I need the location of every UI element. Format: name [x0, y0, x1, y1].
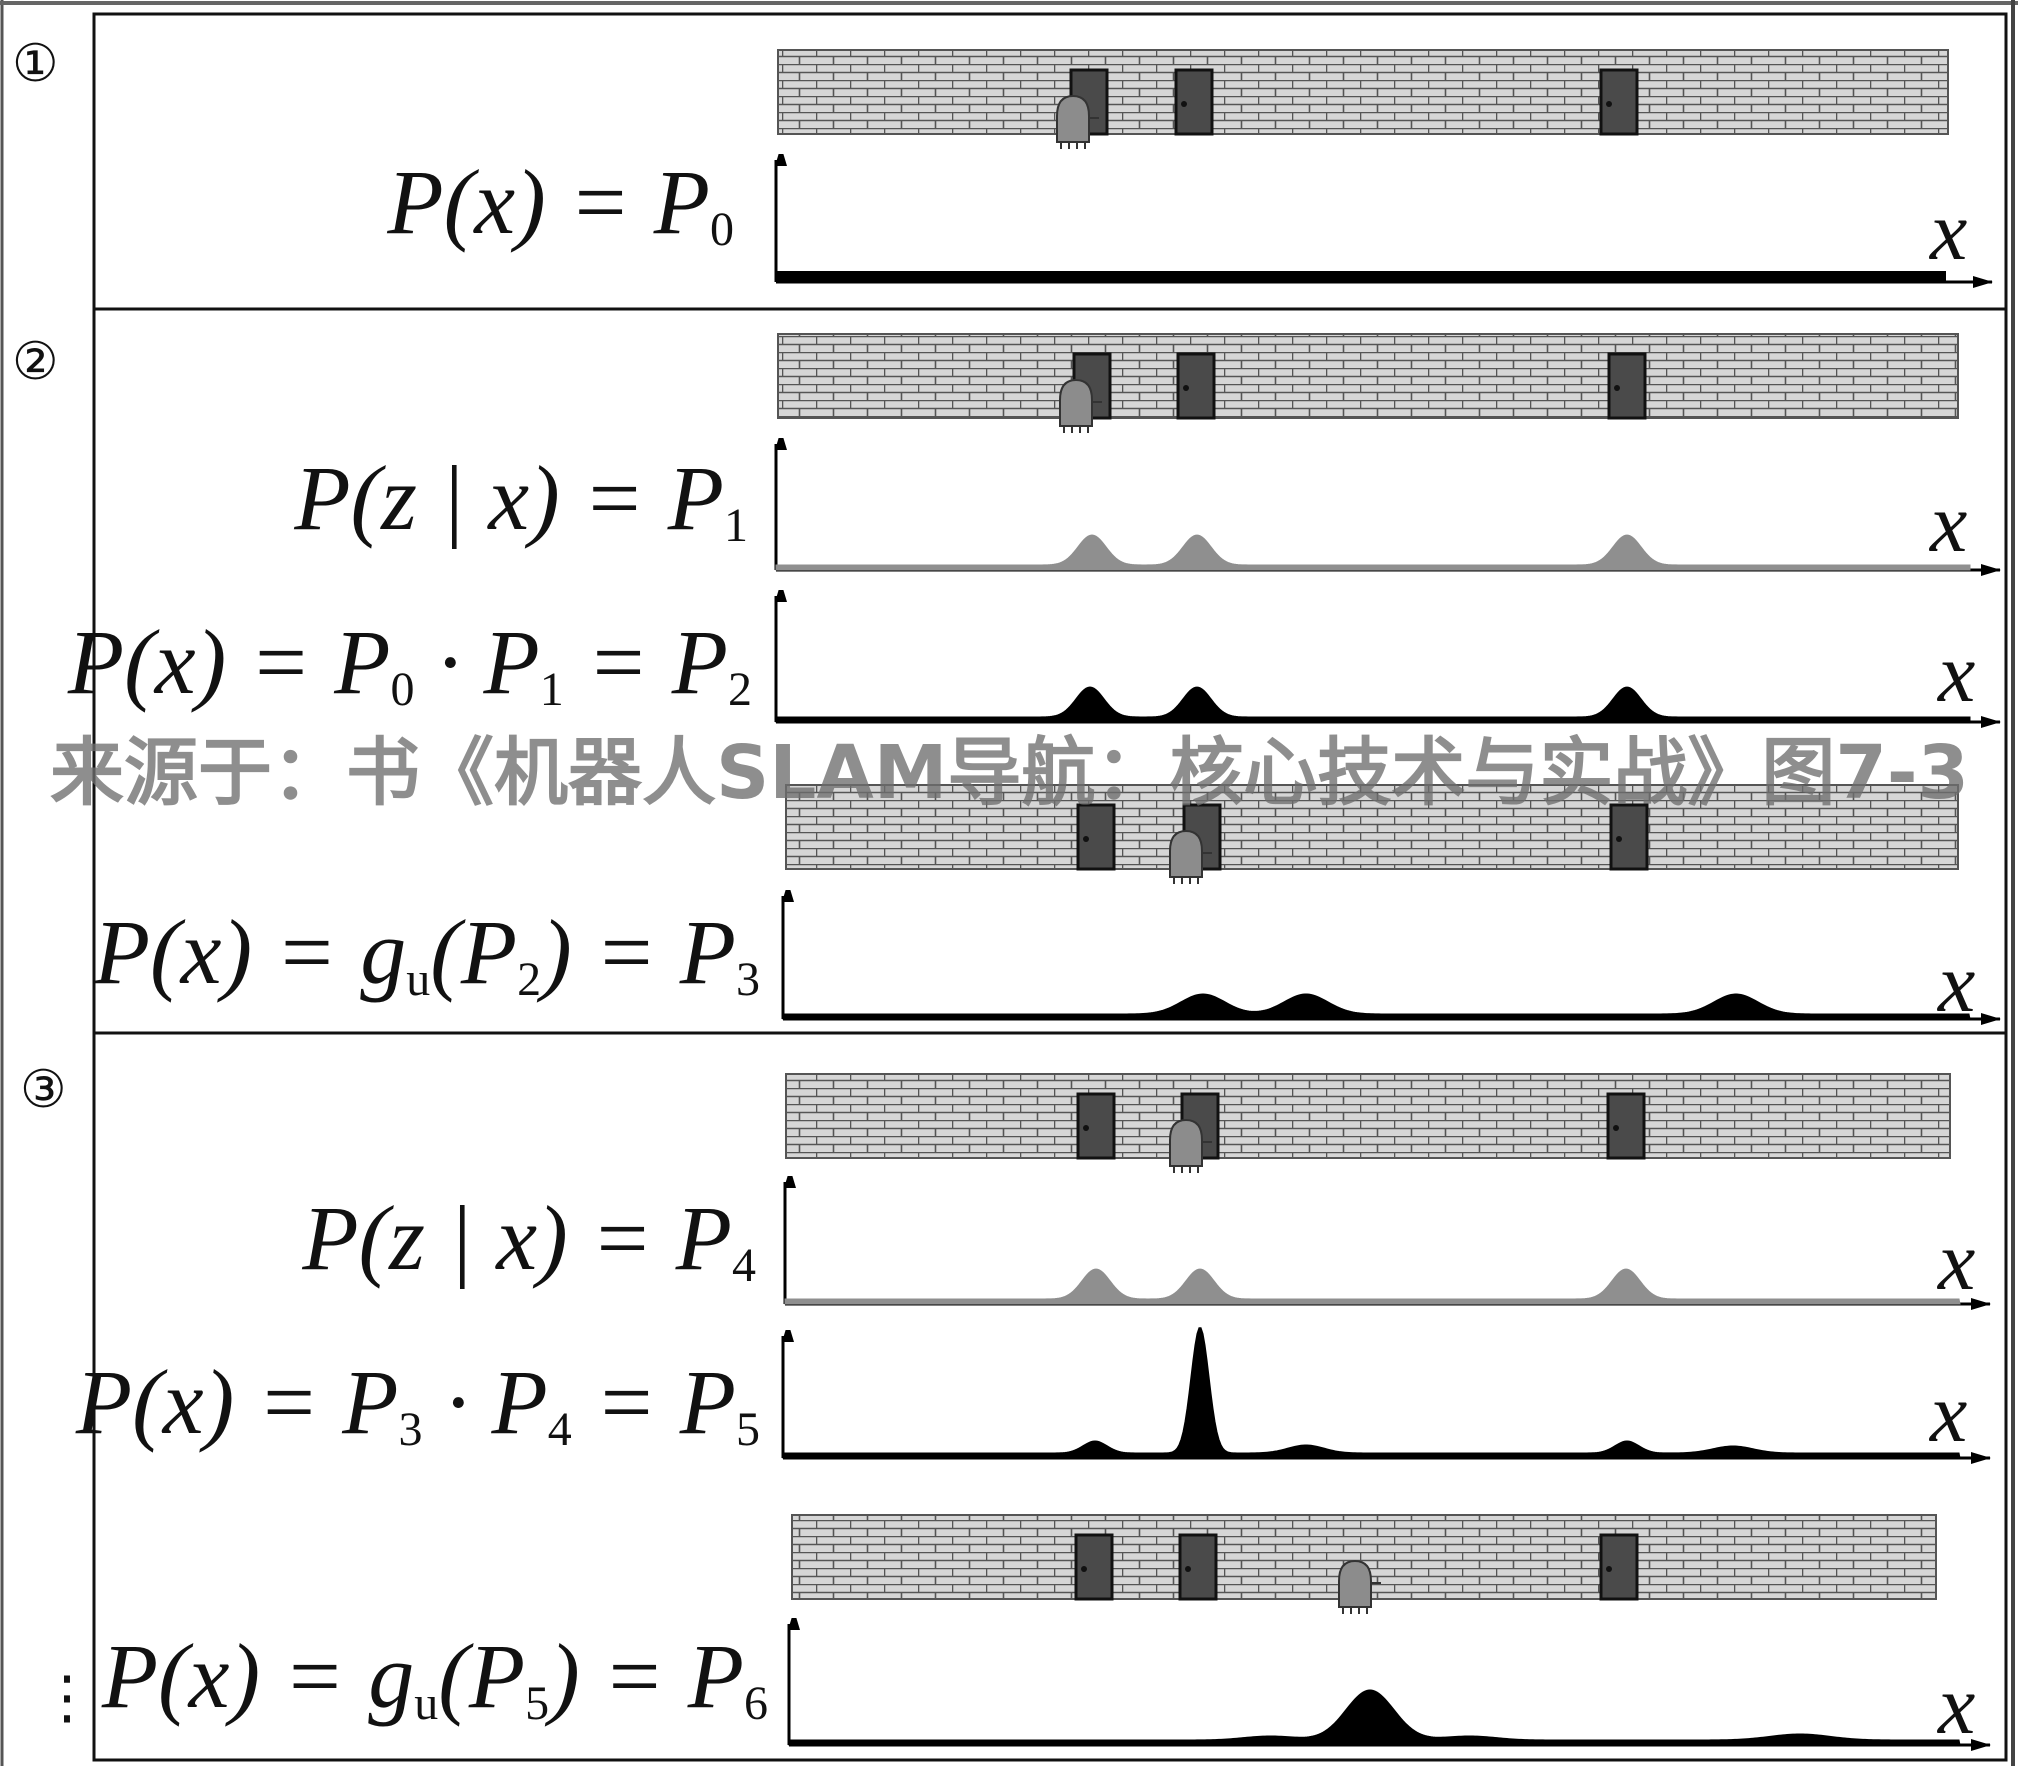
door-icon — [1076, 803, 1116, 871]
formula-p6: P(x) = gu(P5) = P6 — [101, 1625, 768, 1730]
belief-plot — [783, 1182, 1991, 1310]
formula-p5: P(x) = P3 · P4 = P5 — [75, 1351, 760, 1456]
axis-label-x: x — [1938, 627, 1976, 720]
door-icon — [1174, 68, 1214, 136]
belief-plot — [774, 160, 1993, 288]
belief-plot — [774, 444, 2001, 576]
step-marker-1: ① — [12, 34, 59, 94]
corridor-walls — [777, 49, 1959, 1614]
axis-label-x: x — [1930, 1367, 1968, 1460]
uniform-belief-curve — [776, 271, 1946, 282]
measurement-likelihood-curve — [775, 534, 1971, 571]
door-icon — [1606, 1092, 1646, 1160]
formula-p0: P(x) = P0 — [387, 151, 734, 256]
belief-plots — [774, 160, 2001, 1751]
corridor-wall — [785, 784, 1959, 884]
axis-label-x: x — [1930, 185, 1968, 278]
belief-curve — [782, 1327, 1961, 1459]
formula-p2: P(x) = P0 · P1 = P2 — [67, 611, 752, 716]
door-icon — [1607, 352, 1647, 420]
door-icon — [1178, 1533, 1218, 1601]
corridor-wall — [785, 1073, 1951, 1173]
door-icon — [1599, 68, 1639, 136]
robot-icon — [1056, 94, 1099, 149]
corridor-wall — [791, 1514, 1937, 1614]
step-marker-2: ② — [12, 332, 59, 392]
continuation-ellipsis: ⋮ — [38, 1663, 96, 1731]
robot-icon — [1338, 1559, 1381, 1614]
measurement-likelihood-curve — [784, 1268, 1961, 1305]
belief-plot — [774, 596, 2001, 728]
door-icon — [1599, 1533, 1639, 1601]
door-icon — [1076, 1092, 1116, 1160]
door-icon — [1609, 803, 1649, 871]
axis-label-x: x — [1930, 477, 1968, 570]
axis-label-x: x — [1938, 1215, 1976, 1308]
robot-icon — [1169, 1118, 1212, 1173]
step-marker-3: ③ — [20, 1060, 67, 1120]
brick-wall — [777, 49, 1949, 135]
door-icon — [1074, 1533, 1114, 1601]
source-watermark: 来源于：书《机器人SLAM导航：核心技术与实战》图7-3 — [50, 730, 1970, 816]
belief-curve — [775, 686, 1971, 723]
belief-curve — [788, 1689, 1961, 1746]
belief-plot — [781, 1327, 1991, 1464]
axis-label-x: x — [1938, 1659, 1976, 1752]
formula-p1: P(z | x) = P1 — [294, 447, 748, 552]
formula-p4: P(z | x) = P4 — [302, 1187, 756, 1292]
brick-wall — [785, 1073, 1951, 1159]
belief-plot — [781, 896, 2001, 1025]
brick-wall — [785, 784, 1959, 870]
panel-frame — [92, 12, 2008, 1762]
corridor-wall — [777, 49, 1949, 149]
robot-icon — [1169, 829, 1212, 884]
corridor-wall — [777, 333, 1959, 433]
belief-curve — [782, 993, 1971, 1020]
axis-label-x: x — [1938, 937, 1976, 1030]
belief-plot — [787, 1624, 1991, 1751]
brick-wall — [777, 333, 1959, 419]
formula-p3: P(x) = gu(P2) = P3 — [93, 901, 760, 1006]
door-icon — [1176, 352, 1216, 420]
robot-icon — [1059, 378, 1102, 433]
